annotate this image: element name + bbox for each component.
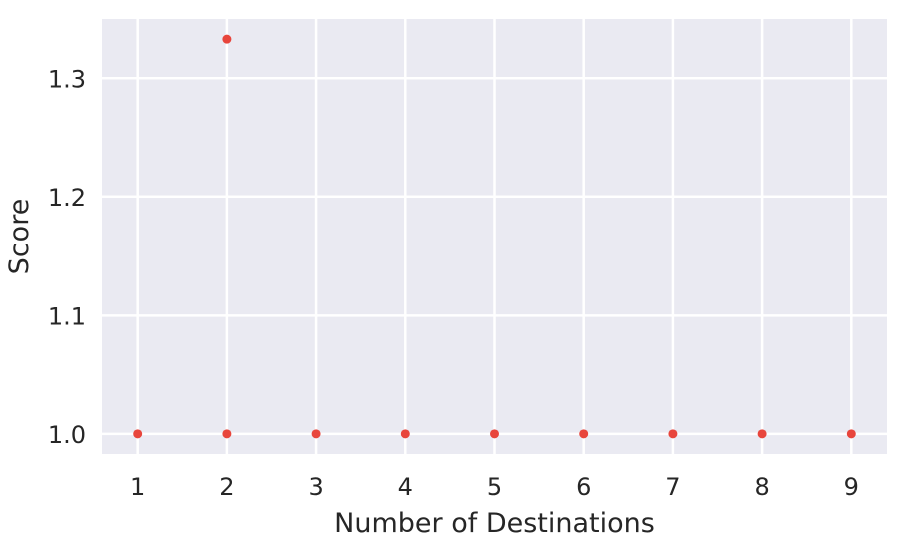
x-tick-label: 3 [308,473,323,501]
data-point [490,429,499,439]
y-tick-label: 1.0 [48,421,86,449]
x-tick-label: 1 [130,473,145,501]
y-tick-label: 1.3 [48,65,86,93]
data-point [579,429,589,439]
data-point [668,429,678,439]
y-tick-label: 1.2 [48,184,86,212]
data-point [757,429,767,439]
x-tick-labels: 1 2 3 4 5 6 7 8 9 [130,473,859,501]
data-point [400,429,410,439]
y-tick-labels: 1.0 1.1 1.2 1.3 [48,65,86,449]
data-point [311,429,321,439]
x-tick-label: 2 [219,473,234,501]
data-point [133,429,143,439]
x-tick-label: 8 [754,473,769,501]
data-point [846,429,856,439]
data-points [133,34,856,439]
data-point [222,34,232,44]
x-tick-label: 4 [398,473,413,501]
x-tick-label: 9 [844,473,859,501]
data-point [222,429,232,439]
y-axis-label: Score [4,199,35,275]
x-axis-label: Number of Destinations [334,508,655,539]
x-tick-label: 6 [576,473,591,501]
x-tick-label: 7 [665,473,680,501]
y-tick-label: 1.1 [48,302,86,330]
x-tick-label: 5 [487,473,502,501]
